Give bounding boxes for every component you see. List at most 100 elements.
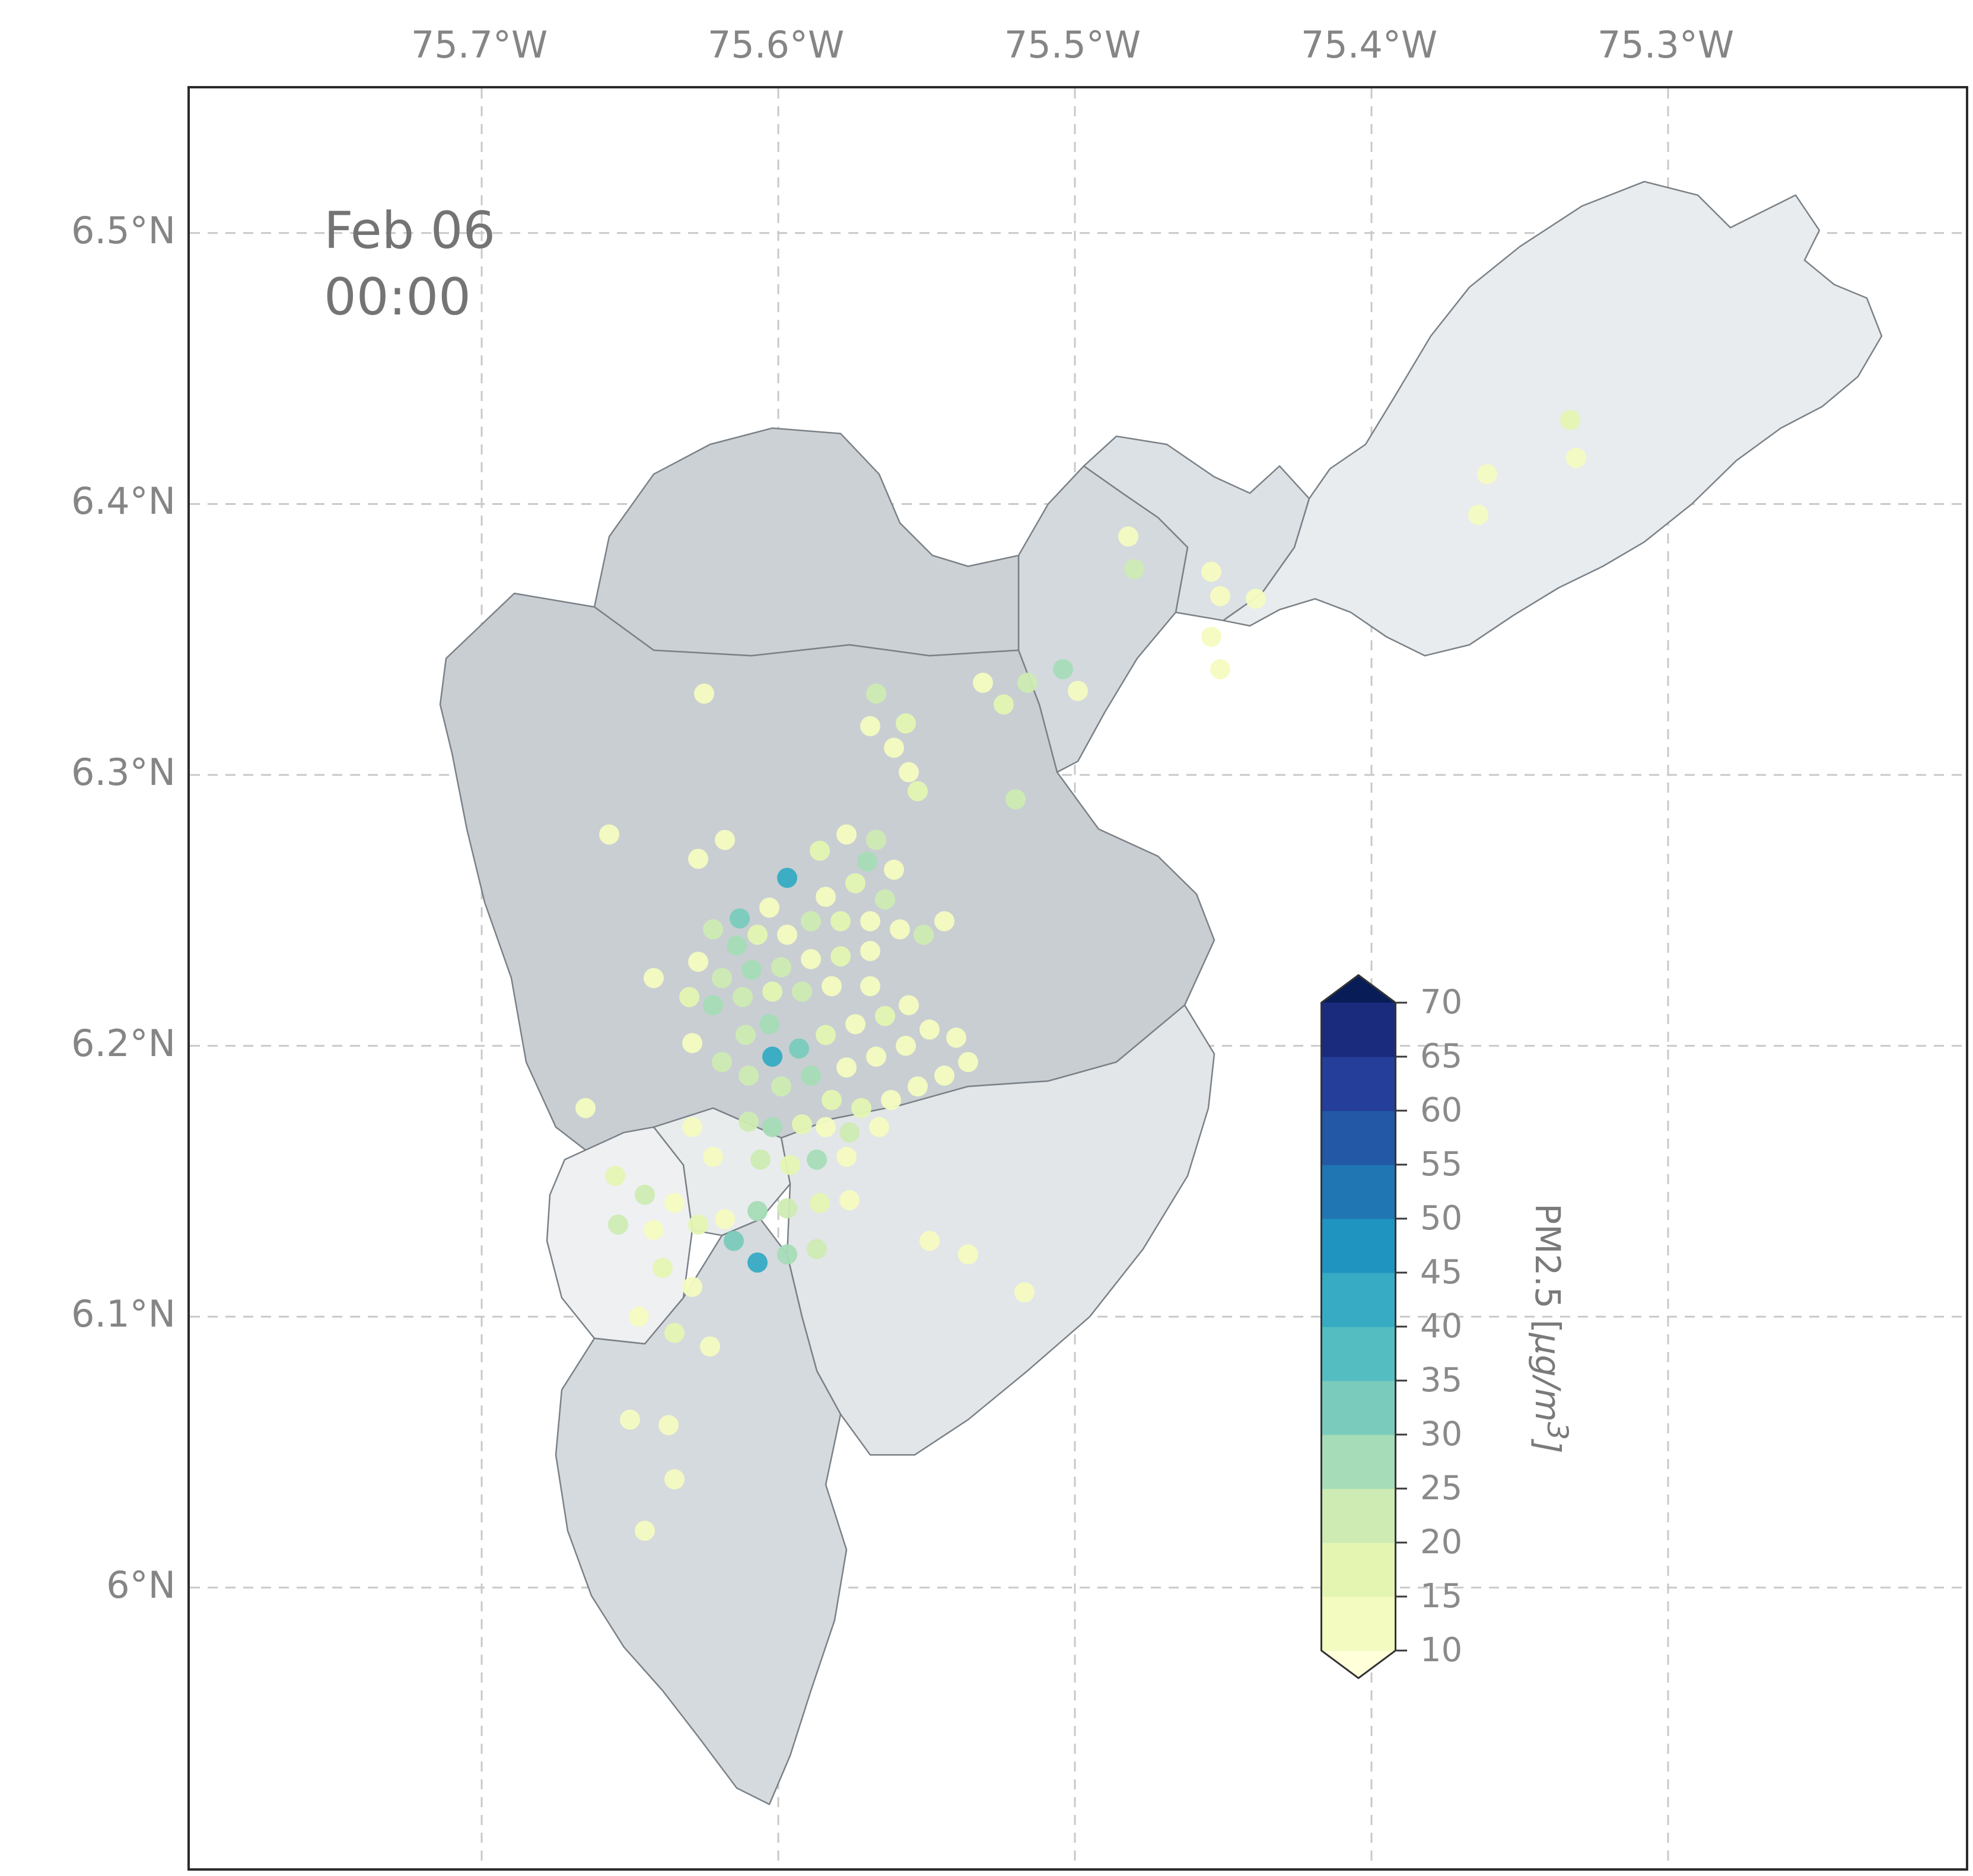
pm25-point: [822, 976, 842, 997]
pm25-point: [703, 919, 723, 940]
pm25-point: [688, 1214, 708, 1235]
colorbar-segment: [1320, 1381, 1396, 1435]
pm25-point: [733, 987, 753, 1007]
colorbar-tick-label: 55: [1420, 1145, 1463, 1184]
pm25-point: [860, 716, 880, 736]
colorbar-label-exponent: 3: [1541, 1422, 1574, 1441]
y-tick-label: 6.3°N: [71, 751, 176, 794]
pm25-point: [1246, 589, 1266, 609]
colorbar-segment: [1320, 1273, 1396, 1327]
pm25-point: [816, 1117, 836, 1137]
y-tick-label: 6.5°N: [71, 208, 176, 252]
pm25-point: [759, 897, 779, 918]
pm25-point: [1124, 559, 1144, 579]
pm25-point: [644, 1220, 664, 1241]
pm25-point: [1468, 504, 1488, 525]
pm25-point: [1210, 659, 1230, 679]
pm25-point: [771, 1076, 791, 1097]
colorbar-tick-label: 25: [1420, 1469, 1463, 1508]
pm25-point: [816, 1025, 836, 1045]
colorbar-tick-label: 10: [1420, 1631, 1463, 1670]
pm25-point: [635, 1184, 655, 1205]
pm25-point: [860, 940, 880, 961]
pm25-point: [875, 889, 895, 910]
pm25-point: [727, 935, 747, 956]
x-tick-label: 75.6°W: [707, 23, 845, 66]
municipality-region: [1222, 180, 1883, 657]
pm25-point: [777, 1198, 797, 1219]
pm25-point: [851, 1098, 871, 1118]
pm25-point: [908, 781, 928, 802]
pm25-point: [688, 848, 708, 869]
colorbar-segment: [1320, 1597, 1396, 1651]
colorbar-label-suffix: ]: [1527, 1440, 1568, 1454]
x-tick-label: 75.4°W: [1300, 23, 1438, 66]
y-tick-label: 6°N: [106, 1563, 176, 1607]
pm25-point: [866, 1047, 886, 1067]
pm25-point: [860, 976, 880, 997]
colorbar-segment: [1320, 1165, 1396, 1219]
pm25-point: [762, 1117, 782, 1137]
pm25-point: [899, 762, 919, 783]
pm25-point: [712, 968, 732, 988]
pm25-point: [836, 824, 857, 845]
pm25-point: [777, 867, 797, 888]
pm25-point: [934, 1065, 954, 1086]
pm25-point: [682, 1033, 702, 1054]
colorbar-segment: [1320, 1111, 1396, 1165]
colorbar-under-arrow: [1320, 1651, 1396, 1679]
colorbar-tick-label: 35: [1420, 1361, 1463, 1400]
y-tick-label: 6.1°N: [71, 1292, 176, 1336]
map-canvas: [190, 88, 1966, 1868]
municipality-region: [593, 427, 1020, 657]
pm25-point: [866, 829, 886, 850]
pm25-point: [1014, 1282, 1035, 1303]
timestamp-time: 00:00: [324, 267, 471, 327]
timestamp: Feb 06 00:00: [324, 198, 495, 331]
pm25-point: [816, 886, 836, 907]
colorbar-label: PM2.5 [μg/m3]: [1528, 1162, 1574, 1495]
pm25-point: [679, 987, 699, 1007]
pm25-point: [807, 1239, 827, 1260]
pm25-point: [715, 1209, 735, 1229]
pm25-point: [771, 957, 791, 978]
pm25-point: [629, 1306, 649, 1327]
pm25-point: [1005, 789, 1026, 810]
pm25-point: [908, 1076, 928, 1097]
pm25-point: [703, 1146, 723, 1167]
colorbar-over-arrow: [1320, 974, 1396, 1003]
pm25-point: [739, 1065, 759, 1086]
colorbar-segment: [1320, 1327, 1396, 1381]
pm25-point: [750, 1149, 771, 1170]
pm25-point: [1560, 409, 1580, 430]
pm25-point: [653, 1258, 673, 1279]
colorbar-segment: [1320, 1219, 1396, 1273]
pm25-point: [836, 1057, 857, 1078]
pm25-point: [664, 1322, 685, 1343]
pm25-point: [896, 1035, 916, 1056]
pm25-point: [1017, 672, 1038, 693]
pm25-point: [742, 959, 762, 980]
y-tick-label: 6.2°N: [71, 1021, 176, 1065]
pm25-point: [801, 949, 821, 969]
pm25-point: [836, 1146, 857, 1167]
pm25-point: [1118, 526, 1138, 547]
pm25-point: [762, 1047, 782, 1067]
pm25-point: [608, 1214, 628, 1235]
pm25-point: [801, 911, 821, 931]
pm25-point: [1068, 681, 1088, 701]
pm25-point: [792, 981, 812, 1002]
colorbar-label-units: μg/m: [1527, 1333, 1568, 1422]
pm25-point: [724, 1230, 744, 1251]
pm25-point: [605, 1165, 625, 1186]
pm25-point: [762, 981, 782, 1002]
colorbar-outline: [1320, 974, 1396, 1679]
pm25-point: [1201, 561, 1221, 582]
pm25-point: [1201, 627, 1221, 647]
pm25-point: [682, 1277, 702, 1298]
x-tick-label: 75.5°W: [1004, 23, 1141, 66]
pm25-point: [884, 859, 904, 880]
pm25-point: [777, 1244, 797, 1265]
pm25-point: [875, 1006, 895, 1026]
